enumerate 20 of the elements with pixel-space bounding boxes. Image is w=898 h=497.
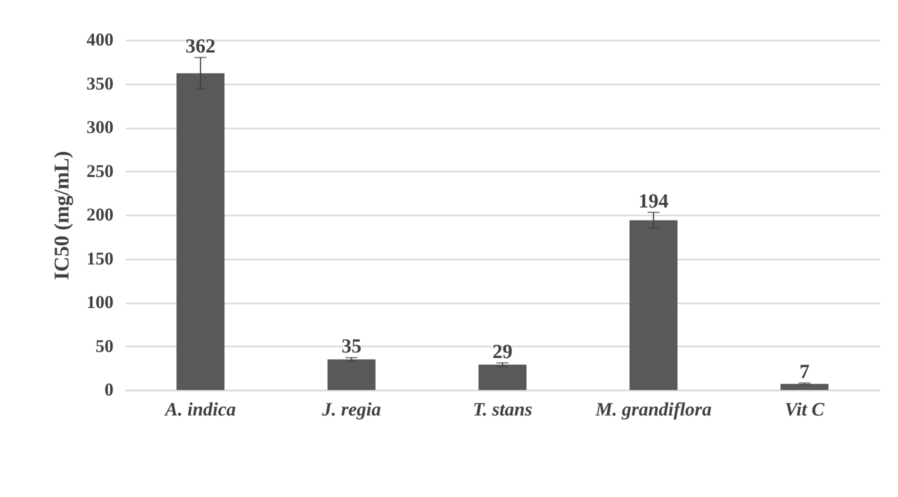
data-label: 362 [186, 36, 216, 58]
data-label: 7 [800, 361, 810, 383]
x-tick-label: M. grandiflora [594, 400, 712, 420]
x-tick-label: Vit C [784, 400, 825, 420]
x-tick-label: J. regia [320, 400, 382, 420]
y-tick-label: 0 [104, 380, 114, 400]
y-tick-label: 400 [86, 30, 114, 50]
data-label: 29 [492, 340, 512, 363]
y-tick-label: 300 [86, 117, 114, 137]
y-axis-title: IC50 (mg/mL) [50, 151, 74, 280]
y-tick-label: 150 [86, 248, 114, 268]
y-tick-label: 200 [86, 204, 114, 224]
x-tick-label: T. stans [472, 400, 532, 420]
data-label: 35 [342, 336, 362, 358]
y-tick-label: 50 [96, 336, 114, 356]
y-tick-label: 250 [86, 160, 114, 181]
x-tick-label: A. indica [164, 400, 236, 420]
y-tick-label: 350 [86, 73, 114, 94]
data-label: 194 [638, 190, 668, 212]
y-tick-label: 100 [86, 292, 114, 312]
